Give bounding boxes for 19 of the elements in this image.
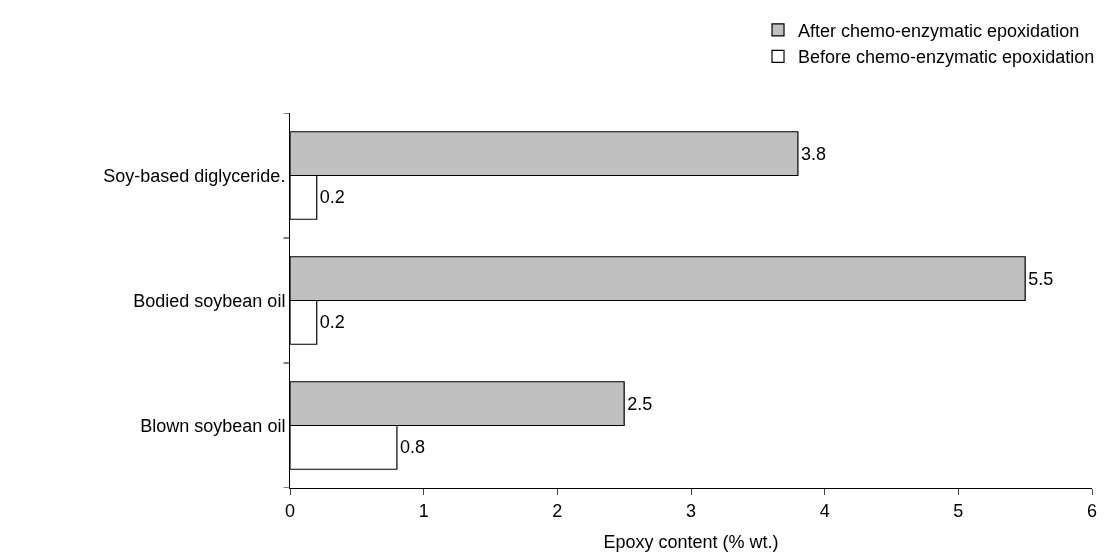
y-tick-label: Soy-based diglyceride. (103, 165, 286, 186)
data-label: 0.8 (399, 437, 425, 458)
x-tick-label: 5 (953, 500, 964, 521)
x-tick-label: 1 (418, 500, 429, 521)
x-axis-title: Epoxy content (% wt.) (603, 531, 779, 552)
x-tick-label: 4 (819, 500, 830, 521)
data-label: 2.5 (627, 393, 653, 414)
data-label: 0.2 (319, 312, 345, 333)
x-tick-label: 0 (284, 500, 296, 521)
data-label: 0.2 (319, 187, 345, 208)
x-tick-label: 2 (552, 500, 563, 521)
y-tick-label: Blown soybean oil (140, 415, 286, 436)
x-tick-label: 6 (1086, 500, 1098, 521)
legend-label: Before chemo-enzymatic epoxidation (798, 47, 1095, 68)
legend-label: After chemo-enzymatic epoxidation (798, 20, 1080, 41)
y-tick-label: Bodied soybean oil (133, 290, 286, 311)
x-tick-label: 3 (685, 500, 697, 521)
data-label: 3.8 (800, 143, 826, 164)
data-label: 5.5 (1028, 268, 1054, 289)
